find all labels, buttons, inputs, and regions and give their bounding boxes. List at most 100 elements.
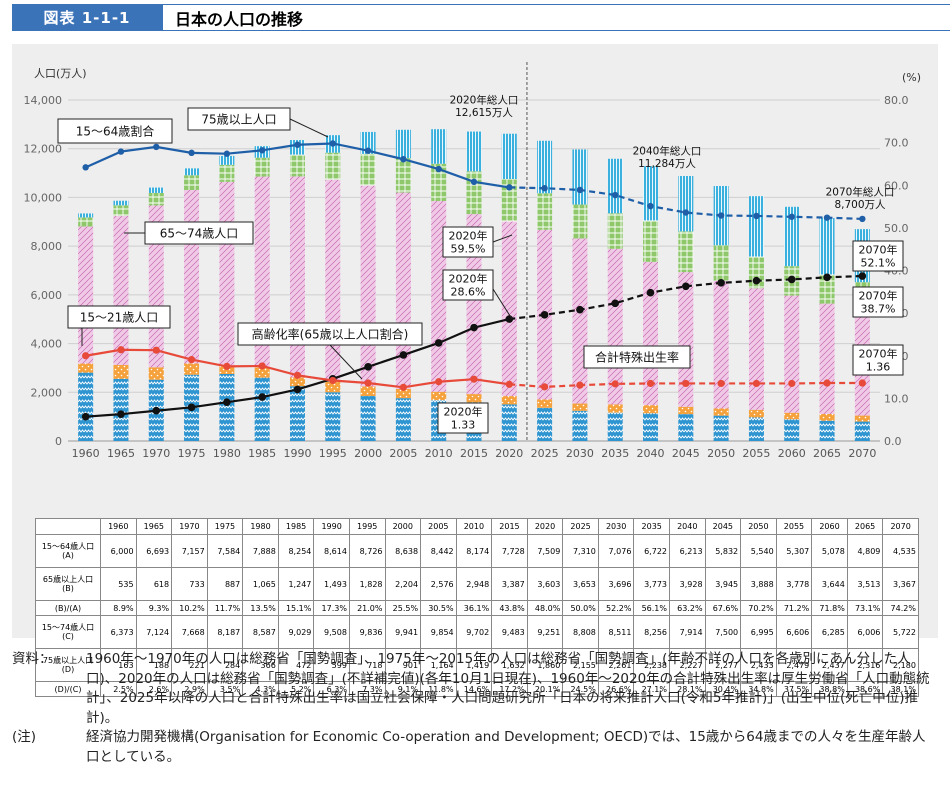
table-cell: 74.2% [882, 600, 919, 616]
table-year-header: 1975 [206, 518, 244, 535]
table-cell: 30.5% [420, 600, 457, 616]
bar-a65_74 [148, 192, 164, 206]
x-tick-label: 1960 [72, 447, 100, 460]
point-working_share [576, 186, 584, 194]
table-cell: 2,948 [455, 567, 493, 601]
annotation-working-label: 15〜64歳割合 [57, 118, 173, 144]
x-tick-label: 1985 [248, 447, 276, 460]
bar-u15 [819, 420, 835, 441]
table-cell: 3.5% [206, 681, 244, 697]
point-aging_rate [752, 276, 761, 285]
table-year-header: 2055 [775, 518, 813, 535]
table-cell: 599 [313, 648, 350, 682]
table-cell: 7,500 [704, 615, 742, 649]
bar-a75 [78, 213, 94, 218]
point-aging_rate [258, 393, 266, 401]
right-tick-label: 80.0 [884, 94, 909, 107]
annotation-aging-label: 高齢化率(65歳以上人口割合) [237, 322, 423, 346]
bar-u15 [643, 413, 659, 441]
bar-stack [678, 175, 694, 441]
bar-a15_21 [395, 388, 411, 399]
table-header-row: 1960 1965 1970 1975 1980 1985 1990 1995 2000 2005… [35, 518, 919, 535]
point-aging_rate [470, 323, 478, 332]
table-cell: 5,722 [882, 615, 919, 649]
table-cell: 535 [100, 567, 137, 601]
table-cell: 71.2% [775, 600, 813, 616]
svg-text:1.36: 1.36 [866, 360, 891, 373]
table-cell: 17.3% [313, 600, 350, 616]
note-label: 資料： [12, 651, 53, 667]
table-cell: 2,261 [597, 648, 635, 682]
leader-line [289, 118, 329, 138]
point-working_share [258, 147, 266, 154]
bar-a65_74 [289, 154, 305, 177]
point-tfr [646, 379, 655, 388]
table-cell: 9.3% [135, 600, 173, 616]
point-aging_rate [823, 273, 831, 282]
left-tick-label: 0 [55, 435, 62, 448]
bar-stack [572, 149, 588, 441]
bar-a75 [643, 166, 659, 221]
point-tfr [576, 381, 584, 389]
point-tfr [435, 378, 443, 386]
table-cell: 50.0% [562, 600, 599, 616]
left-tick-label: 8,000 [31, 240, 63, 253]
point-tfr [258, 362, 266, 370]
table-row-header: 65歳以上人口 (B) [35, 567, 101, 601]
point-tfr [541, 383, 549, 391]
svg-text:65〜74歳人口: 65〜74歳人口 [160, 226, 239, 240]
table-year-header: 2050 [740, 518, 777, 535]
table-cell: 6,606 [775, 615, 813, 649]
svg-text:2070年: 2070年 [859, 346, 898, 360]
table-cell: 7,914 [669, 615, 706, 649]
table-year-header: 1980 [242, 518, 279, 535]
bar-a65_74 [643, 220, 659, 262]
bar-a15_21 [678, 406, 694, 415]
table-cell: 4,535 [882, 534, 919, 568]
svg-text:12,615万人: 12,615万人 [455, 107, 513, 119]
table-cell: 2,204 [384, 567, 422, 601]
table-cell: 70.2% [740, 600, 777, 616]
table-cell: 7,157 [171, 534, 208, 568]
point-tfr [152, 346, 160, 354]
table-year-header: 2015 [491, 518, 528, 535]
point-tfr [223, 362, 231, 371]
bar-stack [254, 146, 270, 441]
x-tick-label: 2070 [848, 447, 876, 460]
point-tfr [329, 376, 337, 385]
left-tick-label: 10,000 [24, 191, 63, 204]
point-working_share [541, 185, 548, 192]
table-cell: 5,078 [811, 534, 848, 568]
table-cell: 1,419 [455, 648, 493, 682]
point-working_share [223, 150, 231, 157]
point-tfr [717, 379, 725, 388]
table-cell: 2,227 [669, 648, 706, 682]
table-cell: 6,995 [740, 615, 777, 649]
bar-a15_21 [254, 367, 270, 378]
bar-a65_74 [78, 217, 94, 227]
point-working_share [329, 140, 336, 147]
bar-a65_74 [572, 204, 588, 239]
table-cell: 6,213 [669, 534, 706, 568]
bar-a75 [748, 196, 764, 257]
bar-a65_74 [325, 152, 341, 180]
bar-u15 [501, 404, 517, 441]
svg-text:2020年: 2020年 [449, 228, 488, 242]
table-cell: 3,928 [669, 567, 706, 601]
bar-a65_74 [219, 164, 235, 182]
x-tick-label: 2060 [778, 447, 806, 460]
table-cell: 7,668 [171, 615, 208, 649]
point-aging_rate [117, 410, 125, 418]
table-year-header: 2045 [704, 518, 742, 535]
bar-a65_74 [113, 205, 129, 216]
point-aging_rate [682, 282, 690, 291]
svg-text:28.6%: 28.6% [451, 285, 486, 298]
bar-a22_64 [360, 185, 376, 387]
left-axis-label: 人口(万人) [34, 67, 87, 80]
table-cell: 10.2% [171, 600, 208, 616]
bar-a75 [537, 140, 553, 194]
note-row: 資料： 1960年〜1970年の人口は総務省「国勢調査」、1975年〜2015年の… [12, 650, 932, 728]
table-cell: 36.1% [455, 600, 493, 616]
point-tfr [187, 355, 196, 364]
